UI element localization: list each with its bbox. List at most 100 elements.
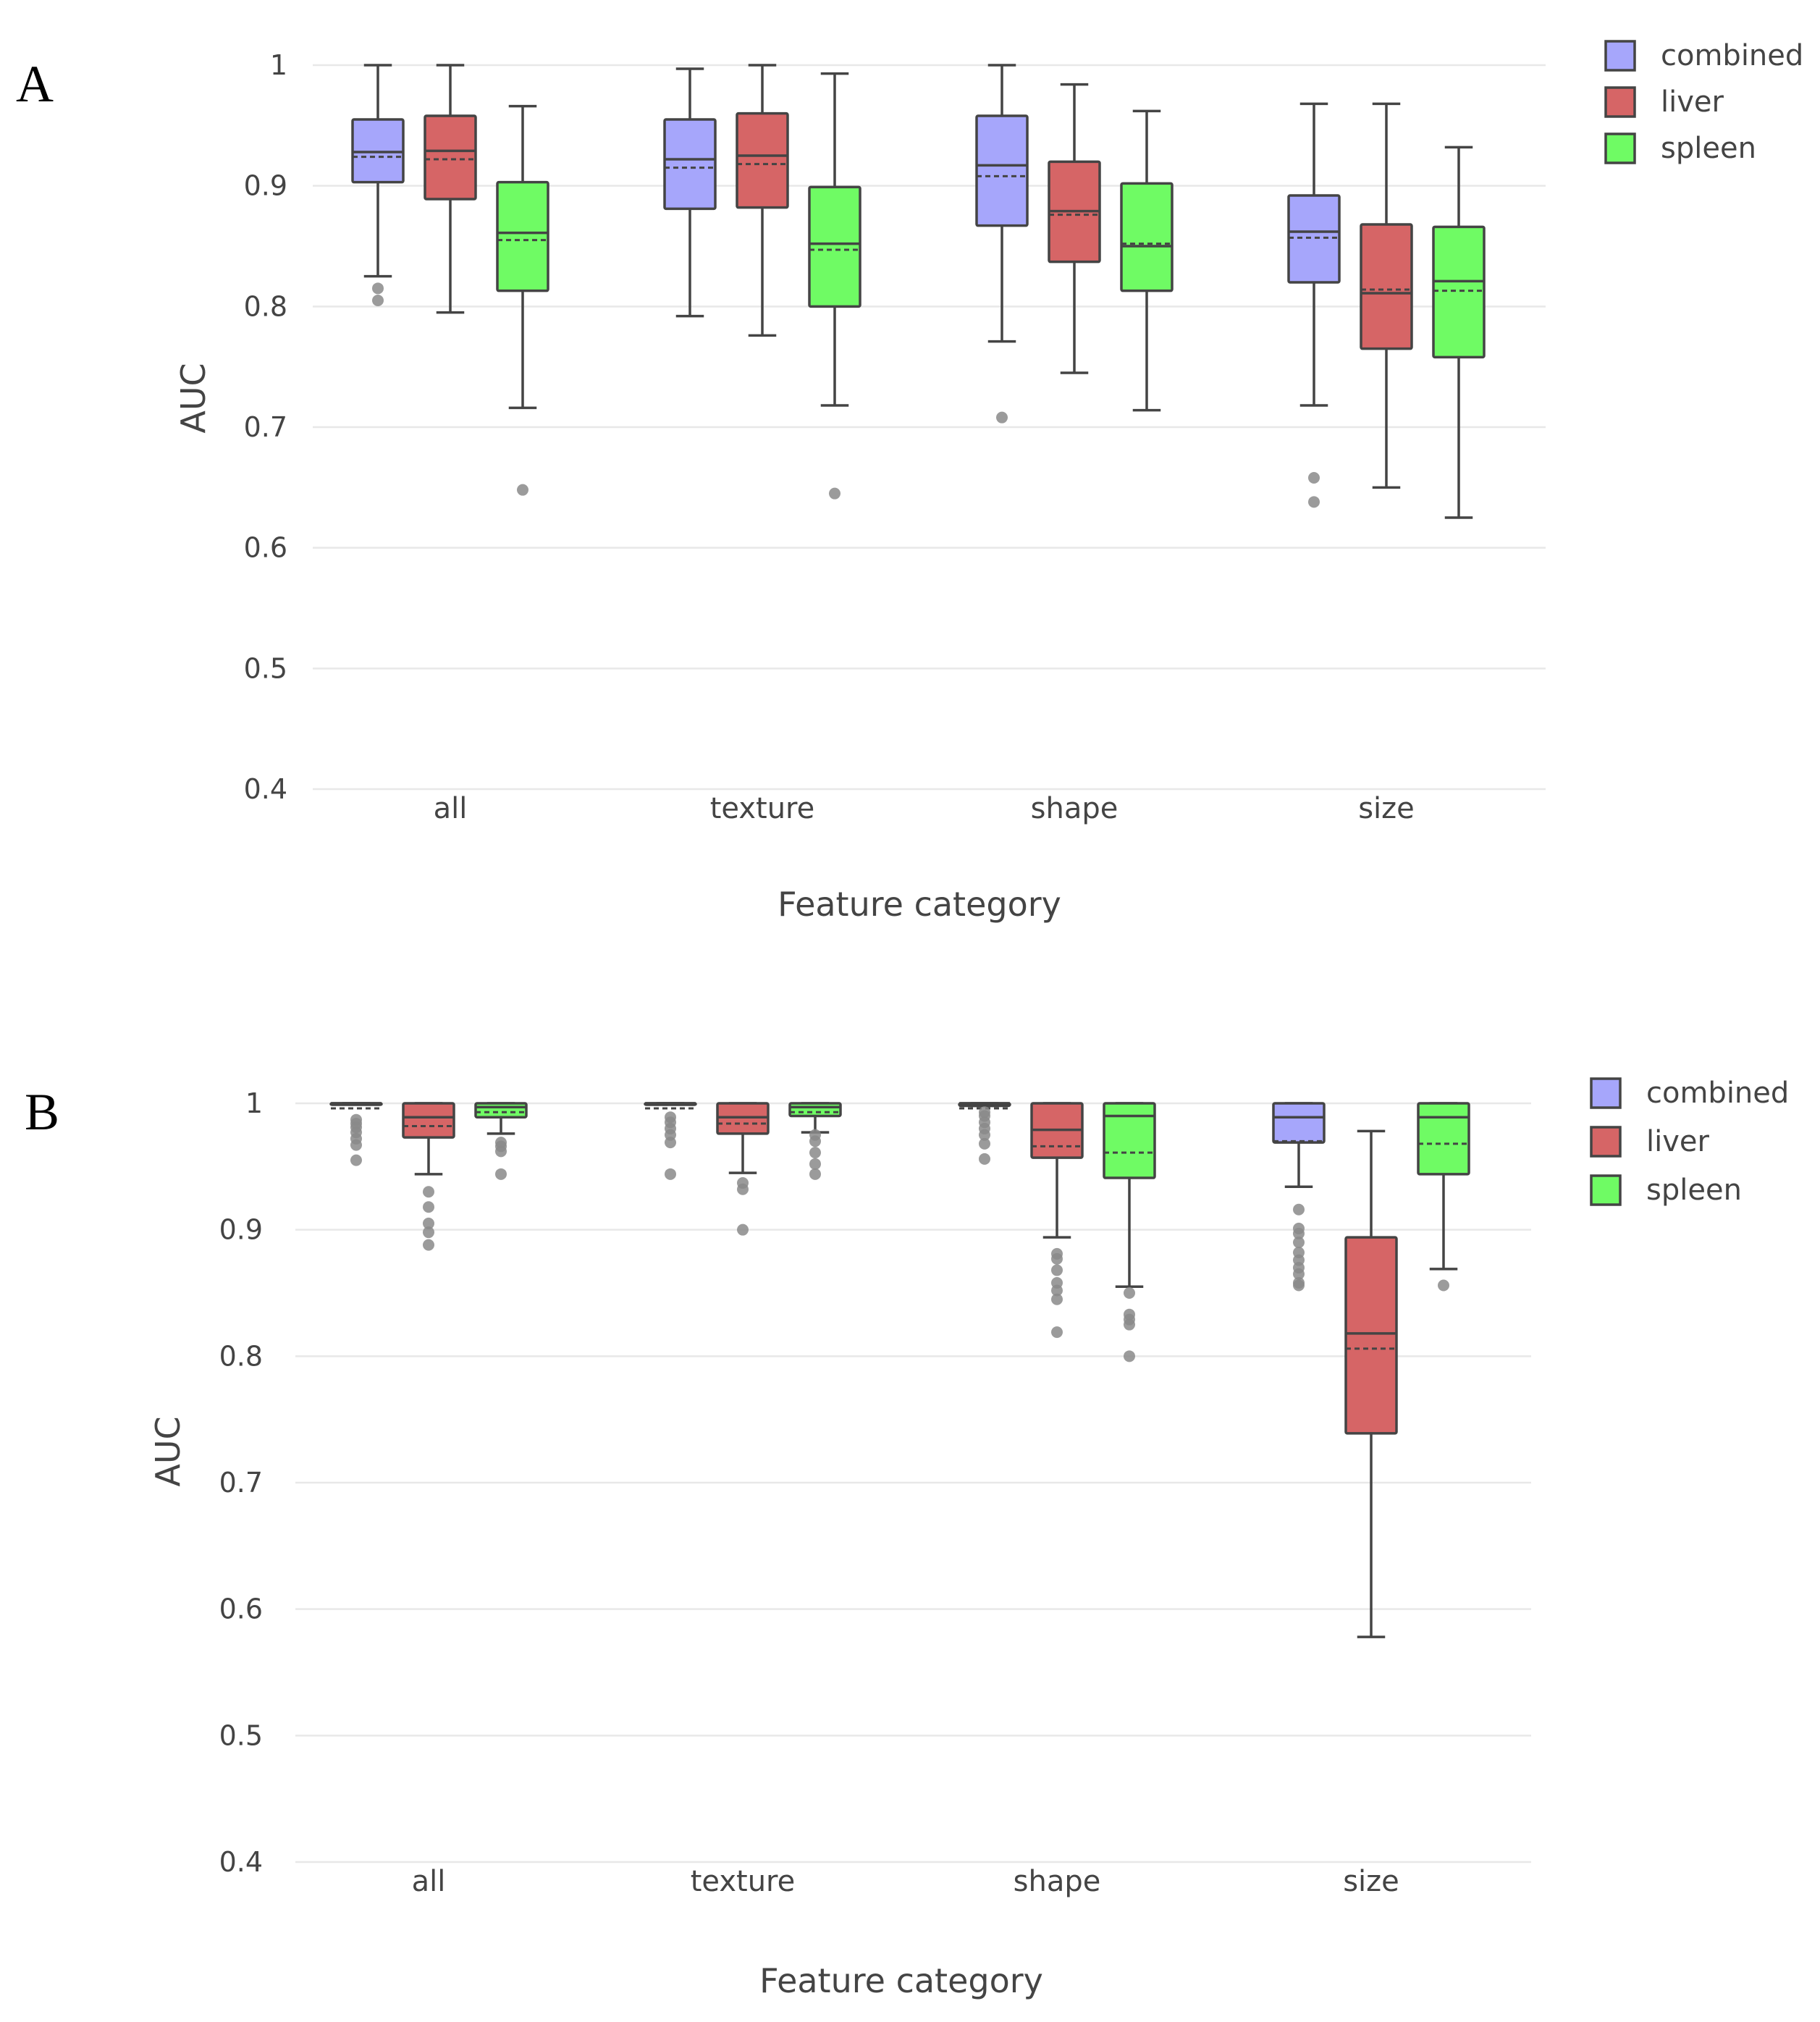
iqr-box	[1344, 1236, 1398, 1435]
y-tick-label: 0.9	[244, 170, 287, 202]
category-label: texture	[710, 792, 814, 825]
box-combined-size	[1287, 102, 1341, 508]
iqr-box	[788, 1102, 842, 1118]
legend-swatch-combined	[1604, 40, 1636, 72]
legend-swatch-spleen	[1590, 1174, 1622, 1206]
outlier-point	[1124, 1287, 1135, 1299]
outlier-point	[517, 484, 528, 496]
outlier-point	[1293, 1222, 1305, 1234]
outlier-point	[423, 1226, 434, 1239]
box-liver-texture	[716, 1102, 770, 1236]
outlier-point	[1293, 1203, 1305, 1216]
iqr-box	[663, 118, 717, 211]
outlier-point	[423, 1239, 434, 1251]
outlier-point	[737, 1223, 749, 1236]
panel-a-legend: combined liver spleen	[1604, 39, 1803, 165]
y-tick-label: 0.6	[244, 532, 287, 564]
outlier-point	[809, 1168, 821, 1180]
outlier-point	[1293, 1237, 1305, 1249]
category-label: all	[412, 1865, 446, 1898]
outlier-point	[350, 1113, 362, 1126]
box-combined-texture	[644, 1102, 697, 1180]
category-label: shape	[1014, 1865, 1101, 1898]
box-combined-size	[1272, 1102, 1326, 1292]
y-tick-label: 0.8	[219, 1340, 263, 1372]
panel-a-boxes	[351, 64, 1486, 519]
box-combined-all	[329, 1102, 383, 1166]
legend-label-liver: liver	[1646, 1125, 1710, 1158]
outlier-point	[1124, 1350, 1135, 1362]
panel-b-y-ticks: 0.4 0.5 0.6 0.7 0.8 0.9 1	[219, 1087, 263, 1878]
legend-swatch-liver	[1604, 86, 1636, 118]
y-tick-label: 0.4	[219, 1846, 263, 1878]
panel-b: B 0.4 0.5 0.6 0.7 0.8 0.9 1 all texture shape siz…	[25, 1077, 1789, 2000]
box-combined-shape	[975, 64, 1029, 424]
outlier-point	[1051, 1293, 1063, 1305]
box-liver-size	[1360, 102, 1413, 489]
category-label: texture	[691, 1865, 795, 1898]
box-spleen-size	[1432, 146, 1486, 519]
y-tick-label: 1	[270, 49, 287, 81]
box-spleen-texture	[788, 1102, 842, 1180]
box-liver-shape	[1030, 1102, 1084, 1339]
outlier-point	[1051, 1277, 1063, 1289]
outlier-point	[809, 1147, 821, 1159]
legend-label-combined: combined	[1646, 1077, 1789, 1110]
y-tick-label: 0.7	[244, 411, 287, 443]
outlier-point	[829, 487, 841, 500]
panel-b-boxes	[329, 1102, 1470, 1638]
outlier-point	[979, 1106, 990, 1119]
outlier-point	[979, 1153, 990, 1165]
legend-label-spleen: spleen	[1661, 132, 1756, 165]
box-liver-texture	[736, 64, 789, 337]
outlier-point	[495, 1168, 507, 1180]
outlier-point	[1308, 472, 1320, 484]
outlier-point	[372, 282, 384, 295]
outlier-point	[1051, 1247, 1063, 1260]
panel-b-category-labels: all texture shape size	[412, 1865, 1399, 1898]
category-label: all	[434, 792, 468, 825]
box-liver-shape	[1048, 83, 1101, 374]
outlier-point	[665, 1168, 676, 1180]
y-tick-label: 0.8	[244, 290, 287, 322]
iqr-box	[474, 1102, 528, 1119]
panel-a-x-axis-title: Feature category	[778, 885, 1061, 924]
panel-a-y-ticks: 0.4 0.5 0.6 0.7 0.8 0.9 1	[244, 49, 287, 805]
legend-swatch-liver	[1590, 1126, 1622, 1158]
iqr-box	[1120, 182, 1174, 292]
outlier-point	[1293, 1277, 1305, 1289]
iqr-box	[1272, 1102, 1326, 1144]
iqr-box	[496, 180, 549, 292]
outlier-point	[372, 295, 384, 306]
panel-a-category-labels: all texture shape size	[434, 792, 1415, 825]
y-tick-label: 0.5	[244, 652, 287, 684]
iqr-box	[1417, 1102, 1470, 1176]
panel-b-y-axis-title: AUC	[148, 1416, 188, 1486]
iqr-box	[808, 185, 861, 308]
iqr-box	[1103, 1102, 1156, 1179]
panel-a-gridlines	[313, 64, 1546, 791]
category-label: shape	[1031, 792, 1118, 825]
outlier-point	[1051, 1326, 1063, 1339]
outlier-point	[423, 1201, 434, 1213]
panel-a: A 0.4 0.5 0.6 0.7 0.8 0.9 1 all texture shape siz…	[16, 39, 1803, 924]
box-combined-shape	[958, 1102, 1011, 1165]
box-spleen-size	[1417, 1102, 1470, 1292]
box-spleen-texture	[808, 72, 861, 500]
outlier-point	[1438, 1279, 1449, 1292]
box-spleen-shape	[1120, 109, 1174, 412]
iqr-box	[1432, 225, 1486, 359]
outlier-point	[665, 1111, 676, 1124]
box-spleen-shape	[1103, 1102, 1156, 1362]
category-label: size	[1343, 1865, 1399, 1898]
panel-a-letter: A	[16, 55, 54, 113]
outlier-point	[979, 1137, 990, 1150]
box-liver-all	[424, 64, 477, 314]
y-tick-label: 0.5	[219, 1719, 263, 1751]
iqr-box	[975, 114, 1029, 227]
y-tick-label: 0.7	[219, 1467, 263, 1499]
outlier-point	[495, 1137, 507, 1149]
category-label: size	[1358, 792, 1415, 825]
panel-b-gridlines	[295, 1102, 1531, 1863]
